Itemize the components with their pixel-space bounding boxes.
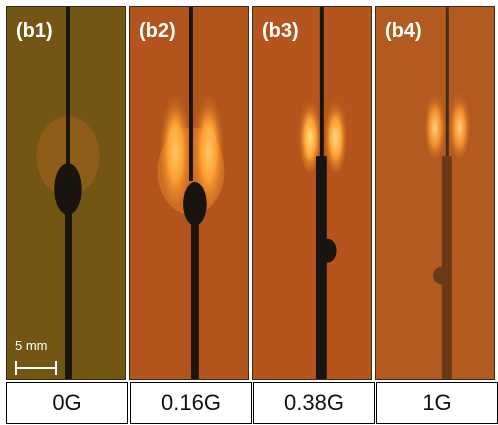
panel-b1-image: [7, 7, 125, 379]
gravity-label-b3: 0.38G: [253, 382, 375, 424]
panel-tag: (b3): [262, 20, 299, 42]
panel-b4-image: [376, 7, 494, 379]
gravity-label-b1: 0G: [6, 382, 128, 424]
scale-bar-line: [15, 367, 55, 369]
panel-b1: (b1) 5 mm: [6, 6, 126, 380]
panel-tag: (b2): [139, 20, 176, 42]
panel-b3-image: [253, 7, 371, 379]
panel-b3: (b3): [252, 6, 372, 380]
scale-bar-cap-left: [15, 361, 17, 375]
panel-tag: (b1): [16, 20, 53, 42]
panel-b4: (b4): [375, 6, 495, 380]
scale-bar-cap-right: [55, 361, 57, 375]
gravity-label-b2: 0.16G: [130, 382, 252, 424]
scale-bar: 5 mm: [13, 339, 69, 379]
scale-bar-label: 5 mm: [15, 338, 48, 353]
panel-tag: (b4): [385, 20, 422, 42]
panel-b2: (b2): [129, 6, 249, 380]
gravity-label-b4: 1G: [376, 382, 498, 424]
panel-b2-image: [130, 7, 248, 379]
